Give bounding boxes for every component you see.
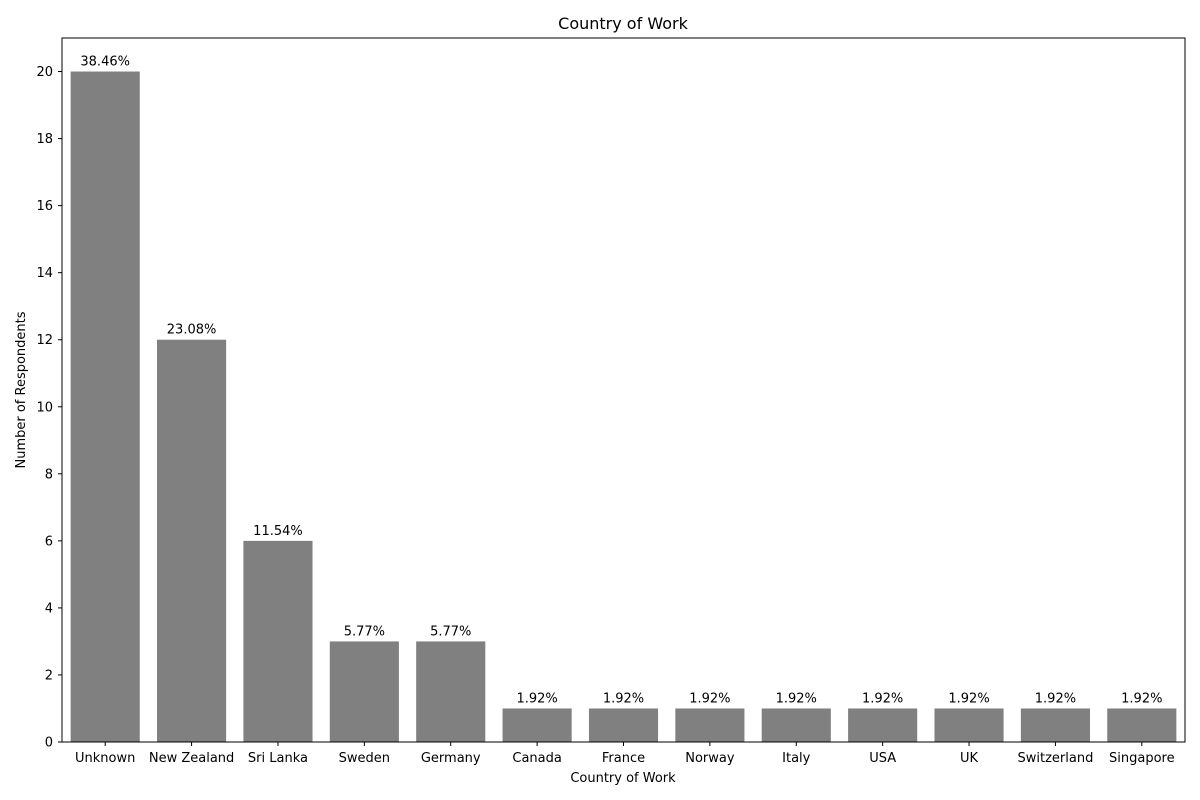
- y-tick-label: 4: [45, 601, 53, 616]
- bar-usa: [848, 708, 918, 742]
- x-tick-label: Sweden: [339, 751, 390, 766]
- bar-italy: [761, 708, 831, 742]
- bar-germany: [416, 641, 486, 742]
- data-label: 1.92%: [1035, 691, 1076, 706]
- x-tick-label: New Zealand: [149, 751, 234, 766]
- data-label: 1.92%: [603, 691, 644, 706]
- y-tick-label: 16: [36, 199, 53, 214]
- data-label: 23.08%: [167, 323, 217, 338]
- x-tick-label: Switzerland: [1018, 751, 1094, 766]
- y-tick-label: 14: [36, 266, 53, 281]
- chart-title: Country of Work: [558, 14, 688, 33]
- x-tick-label: Singapore: [1109, 751, 1175, 766]
- data-label: 1.92%: [516, 691, 557, 706]
- x-tick-label: UK: [960, 751, 979, 766]
- bar-sri-lanka: [243, 540, 313, 742]
- bar-canada: [502, 708, 572, 742]
- y-axis-ticks: 0 2 4 6 8 10 12 14 16 18 20: [36, 65, 62, 751]
- data-label: 1.92%: [1121, 691, 1162, 706]
- data-labels-group: 38.46% 23.08% 11.54% 5.77% 5.77% 1.92% 1.92% 1.…: [80, 55, 1162, 707]
- bars-group: [70, 71, 1177, 743]
- x-axis-label: Country of Work: [570, 771, 676, 786]
- y-tick-label: 6: [45, 534, 53, 549]
- bar-france: [588, 708, 659, 742]
- data-label: 1.92%: [948, 691, 989, 706]
- x-tick-label: USA: [869, 751, 896, 766]
- y-axis-label: Number of Respondents: [14, 311, 29, 468]
- y-tick-label: 12: [36, 333, 53, 348]
- bar-norway: [675, 708, 745, 742]
- x-tick-label: Italy: [782, 751, 811, 766]
- bar-singapore: [1107, 708, 1177, 742]
- y-tick-label: 18: [36, 132, 53, 147]
- x-axis-ticks: Unknown New Zealand Sri Lanka Sweden Germany…: [75, 742, 1175, 766]
- y-tick-label: 0: [45, 736, 53, 751]
- x-tick-label: Germany: [421, 751, 481, 766]
- bar-sweden: [329, 641, 399, 742]
- bar-new-zealand: [157, 339, 227, 742]
- x-tick-label: Sri Lanka: [248, 751, 308, 766]
- data-label: 1.92%: [862, 691, 903, 706]
- x-tick-label: Canada: [512, 751, 561, 766]
- y-tick-label: 8: [45, 467, 53, 482]
- data-label: 38.46%: [80, 55, 130, 70]
- bar-switzerland: [1020, 708, 1090, 742]
- data-label: 5.77%: [430, 624, 471, 639]
- y-tick-label: 10: [36, 400, 53, 415]
- x-tick-label: Norway: [685, 751, 735, 766]
- plot-frame: [61, 37, 1186, 743]
- y-tick-label: 2: [45, 668, 53, 683]
- y-tick-label: 20: [36, 65, 53, 80]
- x-tick-label: France: [602, 751, 645, 766]
- bar-unknown: [70, 71, 140, 743]
- data-label: 11.54%: [253, 524, 303, 539]
- bar-uk: [934, 708, 1004, 742]
- x-tick-label: Unknown: [75, 751, 135, 766]
- data-label: 1.92%: [776, 691, 817, 706]
- data-label: 1.92%: [689, 691, 730, 706]
- data-label: 5.77%: [344, 624, 385, 639]
